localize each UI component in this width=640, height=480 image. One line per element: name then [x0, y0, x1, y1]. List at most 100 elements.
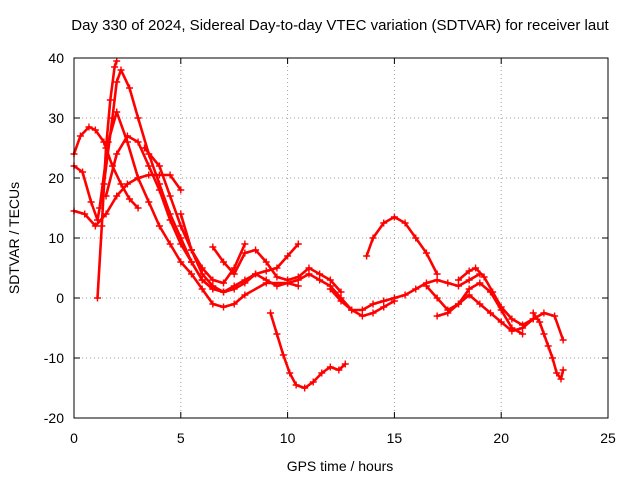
data-point — [519, 321, 527, 329]
data-point — [126, 84, 134, 92]
data-point — [301, 384, 309, 392]
data-point — [284, 252, 292, 260]
data-point — [326, 285, 334, 293]
data-point — [480, 273, 488, 281]
data-point — [358, 306, 366, 314]
data-point — [326, 363, 334, 371]
data-point — [241, 249, 249, 257]
y-axis-label: SDTVAR / TECUs — [6, 182, 22, 294]
data-point — [294, 273, 302, 281]
data-point — [508, 315, 516, 323]
data-point — [198, 270, 206, 278]
data-point — [87, 198, 95, 206]
data-point — [348, 306, 356, 314]
series-line — [425, 281, 524, 336]
data-point — [113, 150, 121, 158]
series-arc-4 — [93, 57, 121, 302]
y-tick-label: 10 — [48, 230, 64, 246]
data-point — [273, 273, 281, 281]
data-point — [262, 276, 270, 284]
data-point — [369, 309, 377, 317]
data-point — [337, 297, 345, 305]
data-point — [123, 132, 131, 140]
data-point — [294, 240, 302, 248]
series-line — [72, 68, 215, 291]
x-tick-label: 5 — [177, 430, 185, 446]
data-point — [472, 264, 480, 272]
data-point — [230, 270, 238, 278]
data-point — [341, 360, 349, 368]
data-point — [134, 204, 142, 212]
data-point — [198, 285, 206, 293]
data-point — [123, 180, 131, 188]
data-point — [96, 204, 104, 212]
x-axis-label: GPS time / hours — [287, 458, 394, 474]
data-point — [220, 288, 228, 296]
x-tick-label: 25 — [600, 430, 616, 446]
data-point — [326, 276, 334, 284]
data-point — [369, 234, 377, 242]
data-point — [209, 300, 217, 308]
data-point — [220, 303, 228, 311]
series-arc-14 — [433, 291, 537, 335]
data-point — [262, 258, 270, 266]
data-point — [209, 276, 217, 284]
series-line — [435, 293, 535, 333]
data-series — [70, 57, 567, 392]
plot-frame — [73, 57, 609, 419]
data-point — [497, 318, 505, 326]
series-arc-10 — [267, 309, 349, 392]
data-point — [177, 258, 185, 266]
grid — [74, 58, 608, 418]
data-point — [91, 126, 99, 134]
data-point — [241, 279, 249, 287]
data-point — [166, 192, 174, 200]
data-point — [380, 303, 388, 311]
data-point — [81, 210, 89, 218]
data-point — [476, 300, 484, 308]
data-point — [559, 366, 567, 374]
data-point — [454, 282, 462, 290]
data-point — [273, 282, 281, 290]
x-tick-label: 15 — [387, 430, 403, 446]
data-point — [93, 294, 101, 302]
data-point — [433, 312, 441, 320]
data-point — [412, 234, 420, 242]
data-point — [145, 171, 153, 179]
data-point — [134, 114, 142, 122]
data-point — [529, 309, 537, 317]
data-point — [117, 180, 125, 188]
data-point — [316, 276, 324, 284]
data-point — [444, 279, 452, 287]
data-point — [363, 252, 371, 260]
data-point — [536, 318, 544, 326]
x-tick-label: 20 — [493, 430, 509, 446]
data-point — [273, 330, 281, 338]
series-line — [269, 311, 347, 390]
data-point — [134, 174, 142, 182]
data-point — [559, 336, 567, 344]
data-point — [209, 282, 217, 290]
data-point — [113, 192, 121, 200]
data-point — [113, 108, 121, 116]
data-point — [508, 327, 516, 335]
data-point — [209, 243, 217, 251]
y-tick-label: 30 — [48, 110, 64, 126]
data-point — [358, 312, 366, 320]
data-point — [487, 309, 495, 317]
data-point — [220, 279, 228, 287]
data-point — [551, 312, 559, 320]
data-point — [284, 276, 292, 284]
data-point — [198, 276, 206, 284]
data-point — [380, 219, 388, 227]
data-point — [187, 258, 195, 266]
data-point — [476, 279, 484, 287]
data-point — [177, 210, 185, 218]
data-point — [401, 219, 409, 227]
x-tick-labels: 0 5 10 15 20 25 — [70, 430, 616, 446]
data-point — [113, 57, 121, 65]
data-point — [126, 195, 134, 203]
data-point — [454, 276, 462, 284]
data-point — [241, 240, 249, 248]
